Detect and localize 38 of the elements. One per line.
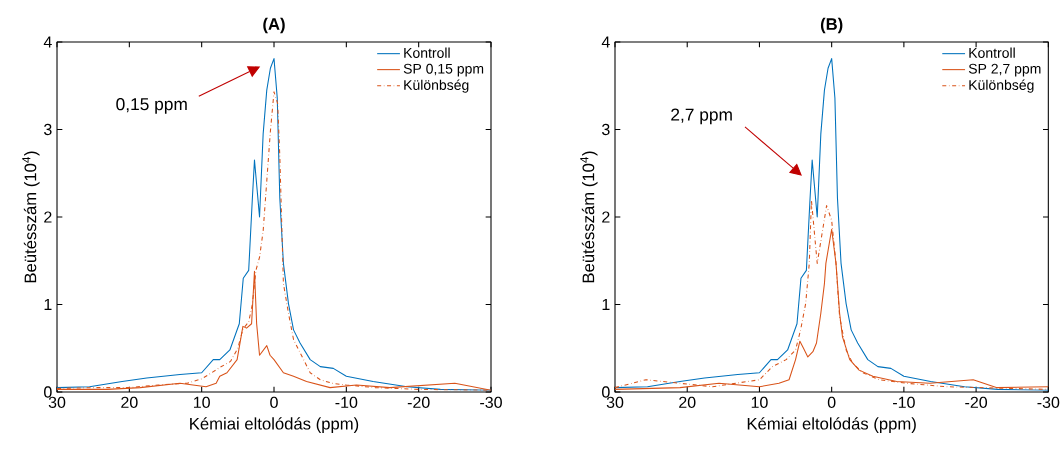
legend-label: Különbség	[404, 79, 469, 93]
y-tick-label: 1	[44, 298, 52, 310]
y-tick-label: 3	[44, 123, 52, 136]
legend-label: Kontroll	[404, 47, 450, 58]
annotation: 0,15 ppm	[116, 98, 187, 114]
x-tick-label: 0	[827, 396, 836, 409]
x-tick-label: 0	[270, 396, 278, 409]
x-tick-label: 30	[48, 396, 66, 409]
x-tick-label: 10	[193, 396, 210, 409]
x-tick-label: -10	[335, 396, 358, 409]
y-tick-label: 3	[602, 123, 610, 136]
x-tick-label: -10	[893, 396, 915, 409]
y-axis-title: Beütésszám (10$^{4}$)	[580, 151, 598, 283]
x-tick-label: 20	[679, 396, 696, 409]
y-tick-label: 1	[602, 298, 610, 310]
y-tick-label: 4	[601, 36, 610, 48]
y-tick-label: 0	[44, 386, 52, 398]
chart-title: (B)	[820, 17, 843, 34]
y-axis-title: Beütésszám (10$^{4}$)	[22, 151, 40, 283]
y-tick-label: 4	[43, 36, 52, 48]
x-tick-label: -20	[965, 396, 988, 409]
x-tick-label: -30	[480, 396, 502, 409]
y-tick-label: 0	[602, 386, 610, 398]
x-tick-label: -30	[1037, 396, 1060, 409]
y-tick-label: 2	[44, 211, 52, 223]
legend-label: SP 0,15 ppm	[403, 63, 484, 77]
chart-title: (A)	[263, 17, 285, 34]
y-tick-label: 2	[602, 211, 610, 223]
annotation: 2,7 ppm	[671, 108, 732, 125]
x-tick-label: -20	[407, 396, 430, 409]
legend-label: Kontroll	[969, 47, 1015, 58]
x-tick-label: 10	[751, 396, 768, 409]
x-tick-label: 20	[121, 396, 138, 409]
x-tick-label: 30	[606, 396, 624, 409]
x-axis-title: Kémiai eltolódás (ppm)	[747, 417, 916, 433]
legend-label: Különbség	[969, 79, 1034, 93]
x-axis-title: Kémiai eltolódás (ppm)	[190, 417, 359, 433]
legend-label: SP 2,7 ppm	[968, 63, 1041, 77]
